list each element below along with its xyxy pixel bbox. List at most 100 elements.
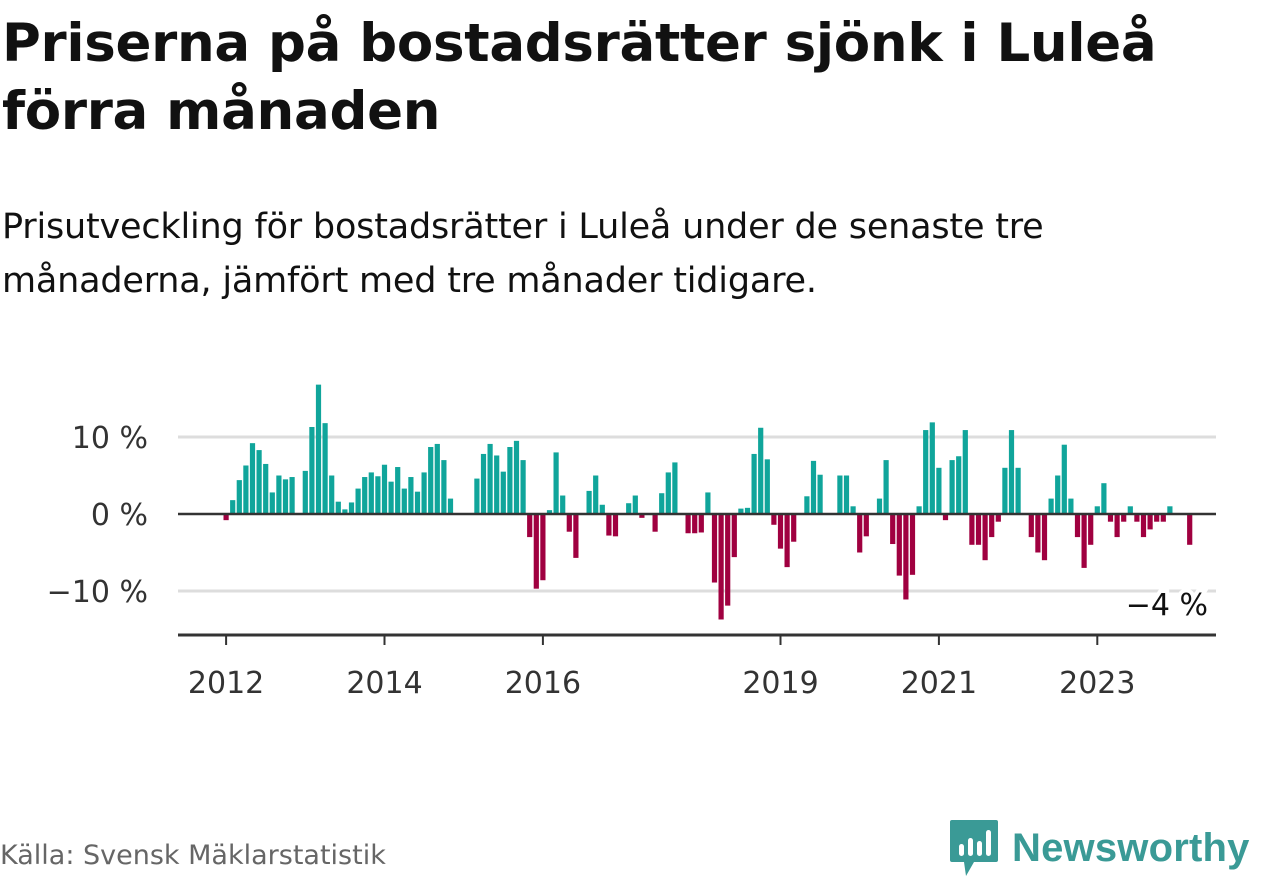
bar-positive <box>428 447 434 514</box>
bar-positive <box>810 460 817 514</box>
bar-positive <box>936 467 942 514</box>
bar-positive <box>923 430 929 514</box>
bar-positive <box>962 430 968 514</box>
bar-negative <box>711 514 718 583</box>
bar-negative <box>718 514 724 620</box>
bar-negative <box>771 514 777 525</box>
x-tick-label: 2019 <box>742 666 818 701</box>
bar-negative <box>1088 514 1094 545</box>
bar-positive <box>480 453 487 514</box>
bar-negative <box>1147 514 1153 530</box>
bar-negative <box>890 514 896 545</box>
bar-negative <box>692 514 698 534</box>
bar-positive <box>329 475 335 514</box>
last-value-label: −4 % <box>1126 588 1208 623</box>
chart-subtitle: Prisutveckling för bostadsrätter i Luleå… <box>2 207 1044 301</box>
bar-positive <box>269 492 275 514</box>
bar-negative <box>791 514 797 542</box>
bar-positive <box>553 452 559 514</box>
bar-negative <box>566 514 572 532</box>
bar-positive <box>1068 498 1074 514</box>
chart-title: Priserna på bostadsrätter sjönk i Luleå … <box>2 13 1157 142</box>
bar-positive <box>230 500 236 514</box>
bar-positive <box>236 480 242 514</box>
bar-positive <box>929 422 935 514</box>
bar-negative <box>725 514 731 606</box>
source-note: Källa: Svensk Mäklarstatistik <box>0 840 386 871</box>
bar-positive <box>560 495 566 514</box>
bar-positive <box>315 384 322 514</box>
bar-negative <box>1107 514 1114 522</box>
bar-positive <box>1002 467 1008 514</box>
bar-positive <box>381 464 388 514</box>
bar-positive <box>837 475 843 514</box>
bar-negative <box>989 514 995 538</box>
bar-positive <box>441 460 447 514</box>
bar-negative <box>533 514 539 589</box>
bar-positive <box>355 488 361 514</box>
bar-positive <box>1055 475 1061 514</box>
bar-negative <box>606 514 612 536</box>
bar-positive <box>434 443 440 514</box>
bar-negative <box>1154 514 1160 522</box>
bar-negative <box>863 514 869 537</box>
bar-positive <box>494 455 500 514</box>
bar-positive <box>474 478 480 514</box>
bar-positive <box>1167 506 1173 514</box>
bar-negative <box>1074 514 1081 538</box>
y-tick-label: 10 % <box>72 421 148 456</box>
y-tick-label: 0 % <box>91 498 148 533</box>
x-tick-label: 2023 <box>1059 666 1135 701</box>
bar-negative <box>1160 514 1166 522</box>
y-tick-label: −10 % <box>47 575 148 610</box>
newsworthy-logo[interactable]: Newsworthy <box>948 818 1250 878</box>
bar-negative <box>1134 514 1140 522</box>
bar-positive <box>672 462 678 514</box>
gridlines <box>178 435 1216 593</box>
bar-positive <box>322 423 328 514</box>
bar-positive <box>368 472 374 514</box>
bar-positive <box>626 503 632 514</box>
bar-negative <box>698 514 704 533</box>
x-tick-label: 2016 <box>505 666 581 701</box>
bar-positive <box>1008 430 1015 514</box>
bar-positive <box>375 476 381 514</box>
bar-chart: 10 % 0 % −10 % 2012 2014 2016 2019 2021 2023 −4… <box>47 384 1216 701</box>
bar-positive <box>243 465 249 514</box>
bar-positive <box>395 467 401 514</box>
bar-negative <box>942 514 949 521</box>
bar-positive <box>408 477 414 514</box>
bar-positive <box>1101 483 1107 514</box>
bar-positive <box>309 426 315 514</box>
bar-positive <box>817 474 823 514</box>
bar-positive <box>843 475 850 514</box>
bar-positive <box>1061 444 1067 514</box>
bar-negative <box>573 514 579 558</box>
bar-positive <box>632 495 638 514</box>
bar-negative <box>896 514 902 576</box>
bar-negative <box>857 514 863 553</box>
bar-positive <box>421 472 427 514</box>
y-axis-labels: 10 % 0 % −10 % <box>47 421 148 610</box>
bar-positive <box>1015 467 1021 514</box>
bar-positive <box>665 472 671 514</box>
bar-positive <box>263 463 269 514</box>
bar-positive <box>738 508 744 514</box>
bar-positive <box>599 504 605 514</box>
bar-negative <box>982 514 988 561</box>
bar-negative <box>612 514 619 537</box>
bar-negative <box>639 514 645 518</box>
bar-positive <box>414 491 421 514</box>
bar-negative <box>903 514 909 600</box>
x-tick-label: 2012 <box>188 666 264 701</box>
bar-positive <box>586 490 592 514</box>
brand-name: Newsworthy <box>1012 825 1250 870</box>
bar-positive <box>593 475 599 514</box>
bar-negative <box>652 514 658 532</box>
bar-positive <box>1094 506 1100 514</box>
bar-positive <box>342 509 348 514</box>
bar-positive <box>546 510 553 514</box>
bar-positive <box>705 492 711 514</box>
bar-negative <box>540 514 546 581</box>
bar-negative <box>223 514 229 521</box>
